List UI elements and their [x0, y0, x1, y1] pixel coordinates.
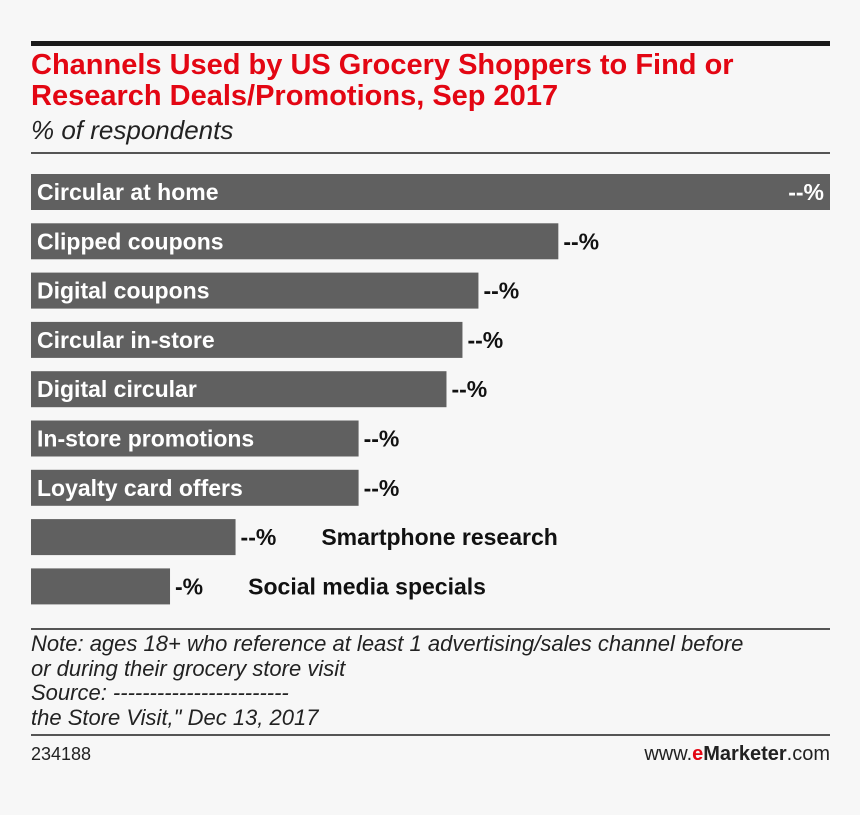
top-rule — [31, 41, 830, 46]
value-label-digital-circular: --% — [451, 376, 487, 402]
category-label-circular-at-home: Circular at home — [37, 179, 219, 205]
bar-clipped-coupons — [31, 223, 559, 260]
category-label-clipped-coupons: Clipped coupons — [37, 228, 224, 254]
bar-loyalty-card-offers — [31, 469, 359, 506]
notes-rule — [31, 628, 830, 630]
chart-title: Channels Used by US Grocery Shoppers to … — [31, 50, 830, 112]
footer-rule — [31, 734, 830, 736]
header-rule — [31, 152, 830, 154]
chart-subtitle: % of respondents — [31, 115, 234, 145]
source-detail-line: the Store Visit," Dec 13, 2017 — [31, 704, 319, 730]
bar-digital-circular — [31, 371, 447, 408]
chart-notes: Note: ages 18+ who reference at least 1 … — [31, 631, 830, 730]
brand-marketer: Marketer — [703, 743, 787, 765]
note-line-2: or during their grocery store visit — [31, 655, 346, 681]
bar-digital-coupons — [31, 272, 479, 309]
value-label-smartphone-research: --% — [241, 524, 277, 550]
category-label-loyalty-card-offers: Loyalty card offers — [37, 475, 243, 501]
brand-prefix: www. — [644, 743, 693, 765]
brand-link[interactable]: www.eMarketer.com — [644, 743, 830, 766]
value-label-circular-at-home: --% — [788, 179, 824, 205]
category-label-social-media-specials: Social media specials — [248, 573, 486, 599]
bar-social-media-specials — [31, 568, 171, 605]
bar-circular-at-home — [31, 174, 830, 210]
category-label-circular-in-store: Circular in-store — [37, 327, 215, 353]
category-label-in-store-promotions: In-store promotions — [37, 426, 254, 452]
category-label-digital-circular: Digital circular — [37, 376, 197, 402]
brand-e: e — [692, 743, 704, 765]
value-label-clipped-coupons: --% — [563, 228, 599, 254]
brand-suffix: .com — [786, 743, 830, 765]
category-label-digital-coupons: Digital coupons — [37, 278, 210, 304]
source-line: Source: ------------------------ — [31, 680, 289, 705]
category-label-smartphone-research: Smartphone research — [321, 524, 557, 550]
bar-circular-in-store — [31, 321, 463, 358]
bar-smartphone-research — [31, 519, 236, 556]
value-label-social-media-specials: -% — [175, 573, 203, 599]
value-label-circular-in-store: --% — [467, 327, 503, 353]
value-label-digital-coupons: --% — [483, 278, 519, 304]
chart-title-line-2: Research Deals/Promotions, Sep 2017 — [31, 80, 559, 112]
value-label-loyalty-card-offers: --% — [364, 475, 400, 501]
chart-title-line-1: Channels Used by US Grocery Shoppers to … — [31, 49, 734, 81]
note-line-1: Note: ages 18+ who reference at least 1 … — [31, 631, 744, 656]
bar-in-store-promotions — [31, 420, 359, 457]
value-label-in-store-promotions: --% — [364, 426, 400, 452]
chart-id: 234188 — [31, 744, 92, 764]
